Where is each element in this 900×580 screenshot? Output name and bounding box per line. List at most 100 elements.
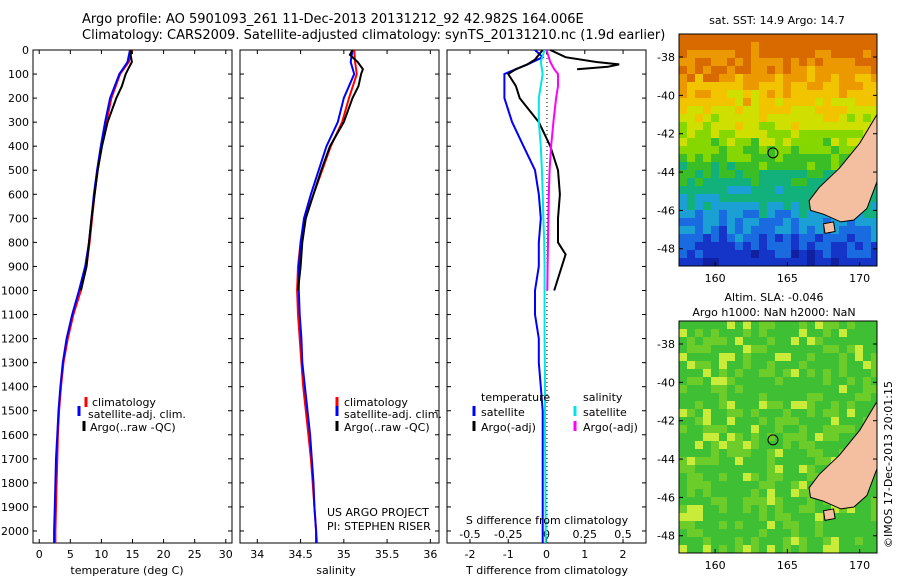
field-cell [711,345,719,353]
field-cell [767,513,775,521]
field-cell [831,369,839,377]
field-cell [871,258,877,266]
field-cell [727,529,735,537]
field-cell [767,98,775,106]
field-cell [847,417,855,425]
field-cell [727,154,735,162]
field-cell [735,441,743,449]
field-cell [807,537,815,545]
field-cell [727,409,735,417]
field-cell [679,457,687,465]
field-cell [847,66,855,74]
field-cell [679,42,687,50]
field-cell [687,162,695,170]
field-cell [687,154,695,162]
field-cell [807,449,815,457]
field-cell [687,353,695,361]
field-cell [679,393,687,401]
s-diff-tick-label: 0.25 [573,528,598,541]
field-cell [687,90,695,98]
field-cell [751,449,759,457]
field-cell [735,345,743,353]
field-cell [815,409,823,417]
field-cell [711,186,719,194]
field-cell [791,545,799,553]
field-cell [727,481,735,489]
legend-t-satellite-label: satellite [481,406,525,419]
field-cell [863,377,871,385]
field-cell [847,321,855,329]
field-cell [783,377,791,385]
field-cell [695,202,703,210]
x-tick-label: 20 [157,548,171,561]
field-cell [759,202,767,210]
field-cell [703,505,711,513]
field-cell [679,210,687,218]
field-cell [727,353,735,361]
field-cell [791,106,799,114]
field-cell [719,321,727,329]
difference-lines [503,49,620,543]
field-cell [767,58,775,66]
field-cell [815,465,823,473]
field-cell [759,353,767,361]
field-cell [775,369,783,377]
field-cell [743,417,751,425]
field-cell [735,66,743,74]
field-cell [751,537,759,545]
field-cell [815,66,823,74]
field-cell [831,154,839,162]
field-cell [783,130,791,138]
field-cell [703,106,711,114]
field-cell [727,377,735,385]
field-cell [815,417,823,425]
field-cell [703,529,711,537]
field-cell [863,66,871,74]
field-cell [679,106,687,114]
field-cell [695,122,703,130]
field-cell [799,409,807,417]
field-cell [727,361,735,369]
field-cell [847,90,855,98]
field-cell [767,50,775,58]
field-cell [735,537,743,545]
field-cell [871,489,877,497]
field-cell [687,170,695,178]
field-cell [855,393,863,401]
series-line-t-argo-adj- [506,49,567,291]
field-cell [871,513,877,521]
field-cell [807,409,815,417]
depth-tick-label: 800 [8,236,29,249]
field-cell [743,98,751,106]
field-cell [679,250,687,258]
field-cell [719,114,727,122]
field-cell [695,194,703,202]
field-cell [783,98,791,106]
field-cell [775,170,783,178]
field-cell [815,146,823,154]
field-cell [783,218,791,226]
field-cell [799,369,807,377]
field-cell [687,106,695,114]
field-cell [831,425,839,433]
field-cell [767,258,775,266]
field-cell [743,329,751,337]
field-cell [831,74,839,82]
field-cell [743,481,751,489]
field-cell [695,449,703,457]
field-cell [799,473,807,481]
field-cell [823,154,831,162]
field-cell [775,409,783,417]
field-cell [871,34,877,42]
field-cell [831,449,839,457]
field-cell [759,130,767,138]
field-cell [735,513,743,521]
field-cell [791,202,799,210]
field-cell [687,98,695,106]
s-diff-tick-label: 0.5 [614,528,632,541]
field-cell [775,90,783,98]
field-cell [791,361,799,369]
field-cell [767,210,775,218]
field-cell [695,250,703,258]
field-cell [759,409,767,417]
